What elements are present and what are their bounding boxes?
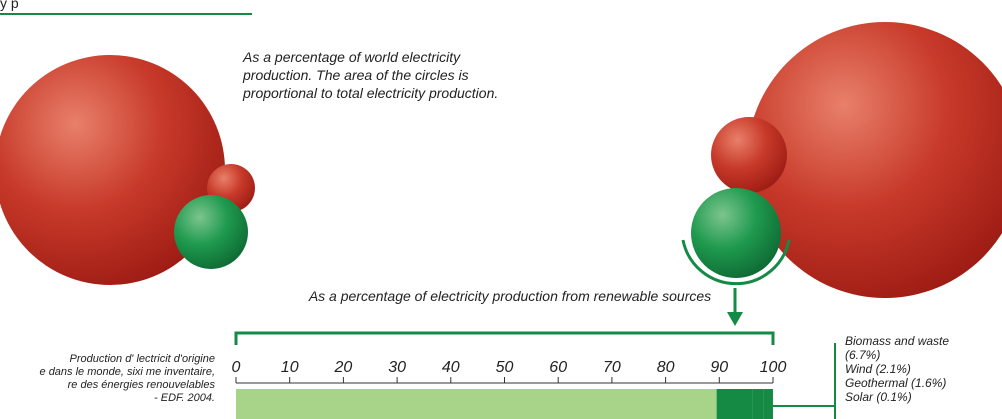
bar-segment [752,389,764,419]
legend: Biomass and waste (6.7%) Wind (2.1%) Geoth… [845,334,955,404]
legend-entry: Biomass and waste (6.7%) [845,334,950,362]
x-tick-label: 0 [232,359,241,376]
note: As a percentage of world electricity pro… [243,49,499,101]
x-tick-label: 20 [334,359,353,376]
bar-segment [236,389,717,419]
legend-entry: Wind (2.1%) [845,362,911,376]
x-tick-label: 50 [496,359,514,376]
x-tick-label: 30 [388,359,406,376]
source-line: - EDF. 2004. [154,392,215,404]
circle [691,188,781,278]
x-tick-label: 70 [603,359,621,376]
legend-bracket [773,343,836,419]
header-fragment: y p [0,0,19,11]
legend-entry: Geothermal (1.6%) [845,376,947,390]
x-tick-label: 90 [710,359,728,376]
x-tick-label: 60 [549,359,567,376]
axis-label: As a percentage of electricity productio… [308,288,712,304]
circle [711,117,787,193]
bar-segment [716,389,753,419]
circle [0,55,225,285]
circle [747,22,1002,298]
legend-entry: Solar (0.1%) [845,390,912,404]
x-tick-label: 80 [657,359,675,376]
source: Production d' lectricit d'origine e dans… [0,353,215,405]
bar-segment [772,389,773,419]
circle [174,195,248,269]
source-line: re des énergies renouvelables [67,379,215,391]
arrow-head [727,312,743,326]
highlight-arc [681,239,791,286]
x-tick-label: 100 [760,359,787,376]
bar-segment [763,389,773,419]
source-line: e dans le monde, sixi me inventaire, [39,366,215,378]
x-tick-label: 40 [442,359,460,376]
source-line: Production d' lectricit d'origine [69,353,215,365]
x-tick-label: 10 [281,359,299,376]
bracket [234,331,775,345]
